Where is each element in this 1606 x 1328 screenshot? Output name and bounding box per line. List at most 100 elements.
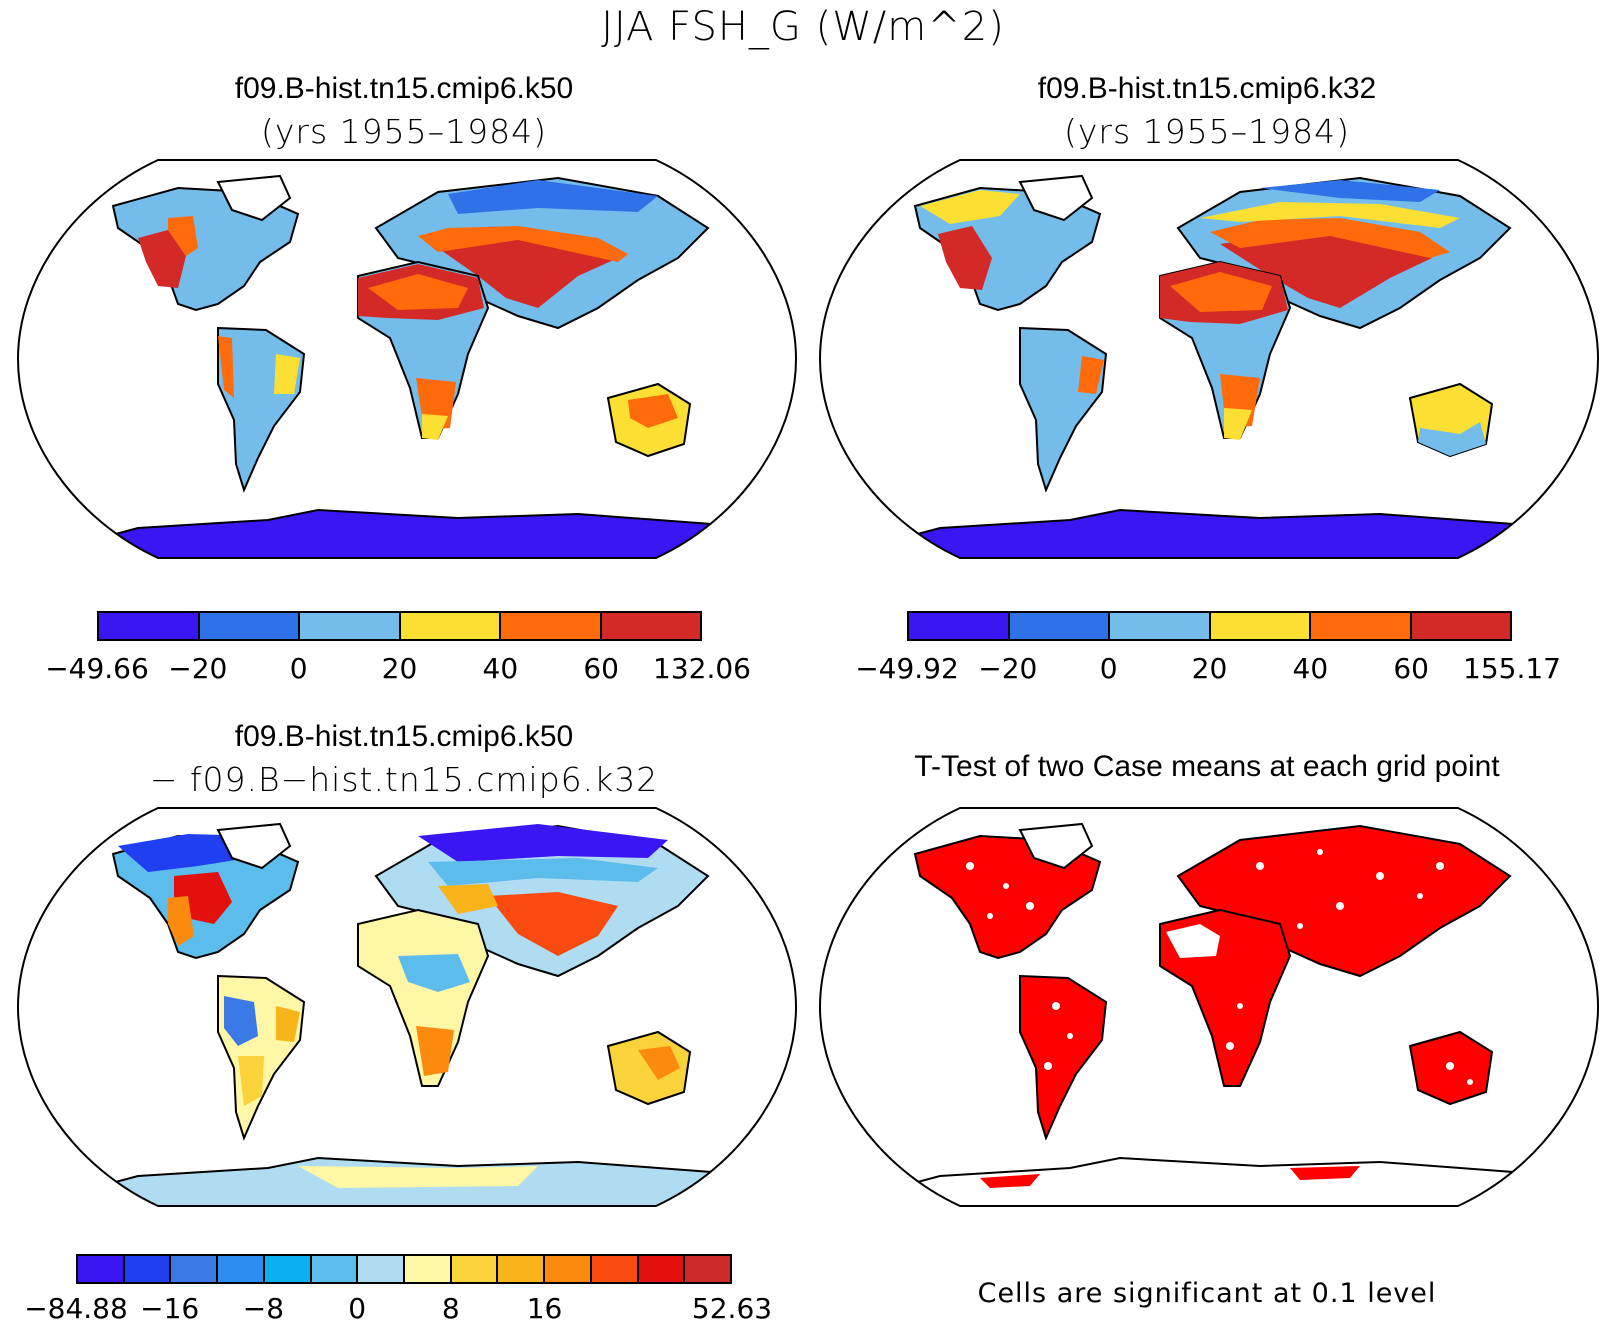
australia-warm (628, 394, 678, 428)
colorbar-tick-label: 16 (526, 1292, 563, 1325)
colorbar-tick-label: −49.66 (45, 652, 149, 685)
siberia-cold (448, 180, 658, 214)
africa-south-orange (416, 1026, 454, 1076)
panel2-map (818, 159, 1600, 559)
asia-mid-blue (428, 858, 658, 886)
colorbar-swatch (638, 1256, 686, 1282)
sa-east-yellow (274, 354, 300, 394)
na-west-warm (168, 216, 198, 256)
panel2-colorbar-ticks: −49.92 −20 0 20 40 60 155.17 (855, 652, 1561, 688)
colorbar-tick-label: −84.88 (24, 1292, 128, 1325)
colorbar-swatch (171, 1256, 219, 1282)
na-north-cold (118, 834, 258, 872)
panel4-map (818, 807, 1600, 1207)
colorbar-swatch (1110, 613, 1211, 639)
colorbar-swatch (400, 613, 501, 639)
colorbar-tick-label: −20 (168, 652, 228, 685)
colorbar-tick-label: 52.63 (691, 1292, 773, 1325)
antarctica-yellow (298, 1166, 538, 1188)
asia-warm-band (1210, 218, 1450, 258)
colorbar-swatch (199, 613, 300, 639)
sahara-warm (1170, 272, 1272, 312)
colorbar-swatch (300, 613, 401, 639)
sa-east-orange (276, 1006, 300, 1042)
panel2-frame (818, 159, 1600, 559)
panel3-colorbar (76, 1254, 732, 1284)
na-north-yellow (920, 190, 1020, 224)
colorbar-tick-label: −8 (242, 1292, 285, 1325)
panel1-map (16, 159, 798, 559)
colorbar-swatch (685, 1256, 731, 1282)
greenland (216, 822, 292, 870)
colorbar-tick-label: 8 (441, 1292, 460, 1325)
colorbar-tick-label: 40 (482, 652, 519, 685)
colorbar-swatch (1311, 613, 1412, 639)
asia-hot-band (438, 236, 618, 308)
colorbar-swatch (124, 1256, 172, 1282)
asia-warm-band (418, 226, 628, 262)
colorbar-swatch (1009, 613, 1110, 639)
panel3-subtitle: − f09.B−hist.tn15.cmip6.k32 (149, 760, 659, 799)
australia-orange (638, 1046, 680, 1080)
panel3-landmasses (18, 822, 796, 1206)
greenland (216, 174, 292, 222)
colorbar-tick-label: 0 (289, 652, 308, 685)
sa-east-warm (1078, 356, 1104, 394)
colorbar-tick-label: −16 (140, 1292, 200, 1325)
panel3-map (16, 807, 798, 1207)
colorbar-swatch (99, 613, 200, 639)
colorbar-tick-label: 0 (348, 1292, 367, 1325)
figure-title: JJA FSH_G (W/m^2) (601, 4, 1005, 50)
panel1-title: f09.B-hist.tn15.cmip6.k50 (234, 72, 574, 105)
panel3-title: f09.B-hist.tn15.cmip6.k50 (234, 720, 574, 753)
antarctica-region (820, 508, 1598, 558)
panel3-frame (16, 807, 798, 1207)
colorbar-swatch (591, 1256, 639, 1282)
colorbar-swatch (1210, 613, 1311, 639)
panel2-subtitle: (yrs 1955–1984) (1064, 112, 1350, 151)
colorbar-swatch (78, 1256, 125, 1282)
panel1-colorbar (97, 611, 702, 641)
colorbar-tick-label: 60 (583, 652, 619, 685)
colorbar-swatch (451, 1256, 499, 1282)
colorbar-tick-label: 40 (1292, 652, 1329, 685)
siberia-cold (418, 824, 668, 862)
colorbar-swatch (358, 1256, 406, 1282)
south-africa-yellow (1224, 408, 1252, 440)
panel1-colorbar-ticks: −49.66 −20 0 20 40 60 132.06 (45, 652, 751, 688)
colorbar-swatch (909, 613, 1010, 639)
antarctica-region (18, 508, 796, 558)
na-west-hot (938, 226, 992, 290)
sa-west-blue (224, 996, 258, 1046)
colorbar-swatch (545, 1256, 592, 1282)
south-america-sig (1019, 974, 1108, 1141)
panel1-landmasses (18, 174, 796, 558)
colorbar-tick-label: −20 (978, 652, 1038, 685)
colorbar-tick-label: 155.17 (1463, 652, 1561, 685)
colorbar-tick-label: 20 (381, 652, 418, 685)
panel3-colorbar-ticks: −84.88 −16 −8 0 8 16 52.63 (24, 1292, 772, 1328)
australia-cool (1418, 422, 1486, 456)
asia-hot-band (1220, 230, 1432, 308)
colorbar-swatch (405, 1256, 452, 1282)
colorbar-tick-label: −49.92 (855, 652, 959, 685)
colorbar-tick-label: 0 (1099, 652, 1118, 685)
greenland (1018, 822, 1094, 870)
south-america-region (1019, 326, 1108, 493)
asia-hot-patches (488, 892, 618, 956)
panel1-frame (16, 159, 798, 559)
africa-blue-band (398, 954, 470, 992)
na-west-hot (138, 230, 186, 288)
nonsig-speckles (966, 849, 1473, 1085)
colorbar-tick-label: 60 (1393, 652, 1429, 685)
asia-orange-patches (438, 884, 498, 914)
panel2-title: f09.B-hist.tn15.cmip6.k32 (1037, 72, 1377, 105)
greenland (1018, 174, 1094, 222)
antarctica-sig-patches (980, 1166, 1360, 1188)
na-central-warm (168, 896, 194, 946)
colorbar-tick-label: 132.06 (653, 652, 751, 685)
panel2-colorbar (907, 611, 1512, 641)
south-africa-yellow (422, 414, 448, 440)
sa-south-orange (238, 1056, 264, 1106)
asia-yellow-band (1200, 202, 1460, 228)
